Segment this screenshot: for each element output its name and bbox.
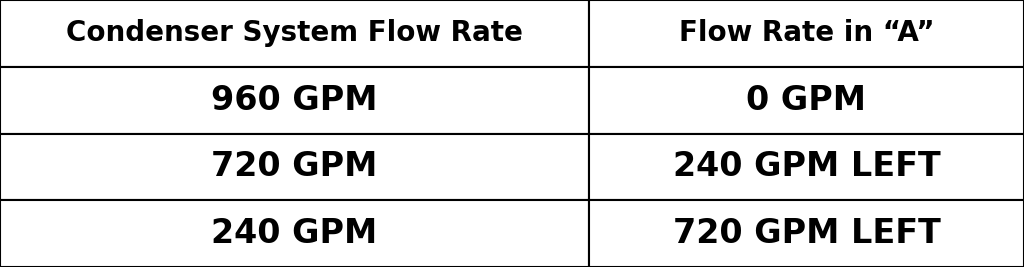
Text: 960 GPM: 960 GPM: [211, 84, 378, 117]
Bar: [589, 200, 1024, 267]
Text: 240 GPM: 240 GPM: [211, 217, 378, 250]
Bar: [589, 134, 1024, 200]
Bar: [589, 67, 1024, 134]
Bar: [0, 134, 589, 200]
Bar: [0, 67, 589, 134]
Text: 240 GPM LEFT: 240 GPM LEFT: [673, 150, 940, 183]
Text: Condenser System Flow Rate: Condenser System Flow Rate: [66, 19, 523, 47]
Bar: [0, 200, 589, 267]
Text: 0 GPM: 0 GPM: [746, 84, 866, 117]
Text: 720 GPM: 720 GPM: [211, 150, 378, 183]
Text: Flow Rate in “A”: Flow Rate in “A”: [679, 19, 934, 47]
Bar: [0, 0, 589, 67]
Bar: [589, 0, 1024, 67]
Text: 720 GPM LEFT: 720 GPM LEFT: [673, 217, 940, 250]
